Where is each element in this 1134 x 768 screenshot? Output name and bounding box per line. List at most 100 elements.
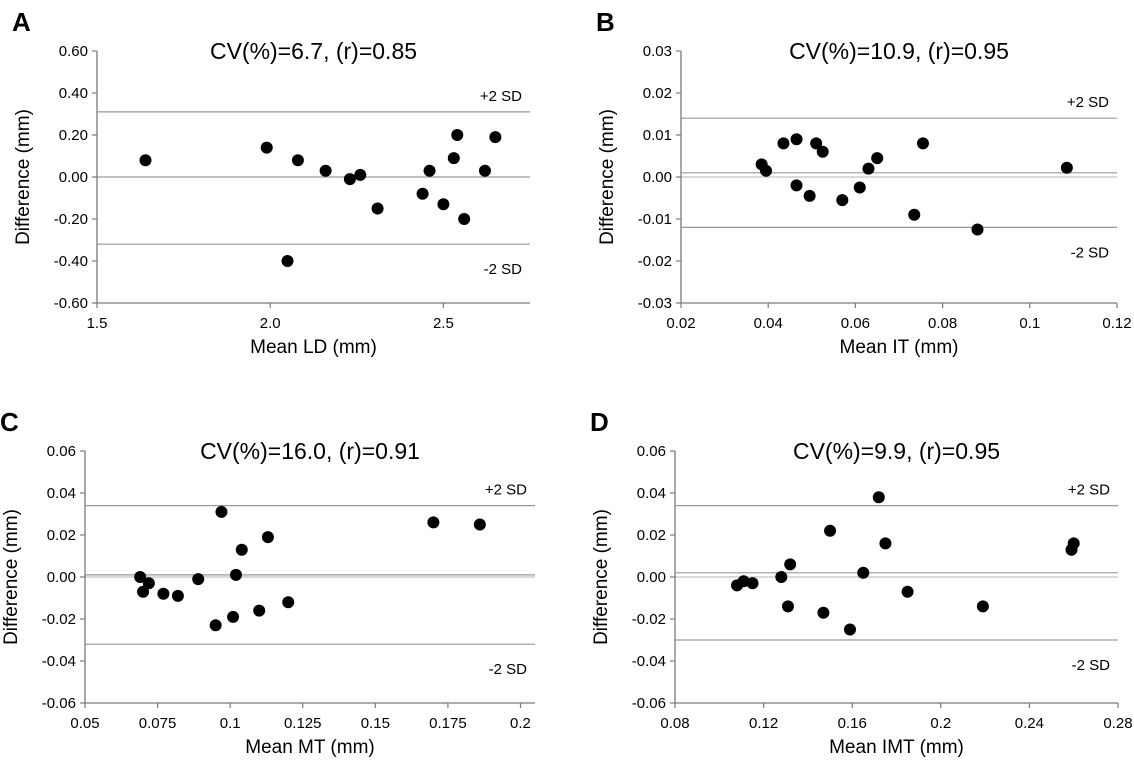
- y-tick-label: -0.01: [638, 211, 672, 228]
- data-point: [817, 606, 830, 619]
- x-tick-label: 0.05: [70, 715, 99, 732]
- data-point: [760, 164, 773, 177]
- x-tick-label: 0.24: [1015, 715, 1044, 732]
- lower-sd-label: -2 SD: [489, 661, 528, 678]
- data-point: [784, 558, 797, 571]
- data-point: [447, 152, 460, 165]
- data-point: [478, 164, 491, 177]
- x-tick-label: 0.2: [930, 715, 951, 732]
- data-point: [437, 198, 450, 211]
- y-tick-label: -0.02: [632, 611, 666, 628]
- x-tick-label: 0.15: [361, 715, 390, 732]
- y-tick-label: -0.02: [638, 253, 672, 270]
- y-tick-label: -0.06: [632, 695, 666, 712]
- data-point: [215, 505, 228, 518]
- data-point: [816, 145, 829, 158]
- x-tick-label: 0.28: [1103, 715, 1132, 732]
- data-point: [134, 571, 147, 583]
- y-tick-label: -0.04: [42, 653, 76, 670]
- chart-title: CV(%)=10.9, (r)=0.95: [789, 38, 1009, 64]
- data-point: [879, 537, 892, 550]
- panel-c: C CV(%)=16.0, (r)=0.91 +2 SD -2 SD -0.06 -0.0…: [0, 407, 535, 758]
- y-axis-label: Difference (mm): [13, 109, 34, 245]
- panel-label: C: [0, 407, 19, 437]
- data-point: [971, 223, 984, 236]
- y-axis-label: Difference (mm): [591, 509, 612, 645]
- data-point: [139, 154, 152, 167]
- data-point: [371, 202, 384, 215]
- y-tick-label: -0.06: [42, 695, 76, 712]
- data-point: [319, 164, 332, 177]
- data-point: [229, 568, 242, 581]
- data-point: [142, 577, 155, 590]
- x-axis-label: Mean IT (mm): [840, 337, 959, 358]
- x-tick-label: 2.5: [433, 315, 454, 332]
- data-point: [916, 137, 929, 150]
- x-axis-label: Mean LD (mm): [250, 337, 377, 358]
- panel-label: B: [596, 7, 615, 37]
- y-tick-label: 0.03: [643, 43, 672, 60]
- y-tick-label: 0.04: [637, 485, 666, 502]
- x-tick-label: 0.12: [749, 715, 778, 732]
- y-tick-label: -0.60: [54, 295, 88, 312]
- data-point: [354, 168, 367, 181]
- x-tick-label: 0.12: [1102, 315, 1131, 332]
- data-point: [137, 585, 150, 598]
- y-tick-label: -0.20: [54, 211, 88, 228]
- y-tick-label: 0.60: [59, 43, 88, 60]
- x-tick-label: 2.0: [260, 315, 281, 332]
- data-point: [416, 187, 429, 200]
- data-point: [458, 213, 471, 225]
- x-tick-label: 0.08: [660, 715, 689, 732]
- y-tick-label: 0.06: [637, 443, 666, 460]
- y-tick-label: 0.00: [637, 569, 666, 586]
- data-point: [824, 524, 837, 537]
- data-point: [253, 604, 266, 617]
- panel-d: D CV(%)=9.9, (r)=0.95 +2 SD -2 SD -0.06 -0.04…: [590, 407, 1133, 758]
- data-point: [853, 181, 866, 194]
- data-point: [489, 131, 502, 144]
- panel-b: B CV(%)=10.9, (r)=0.95 +2 SD -2 SD -0.03 -0.0…: [596, 7, 1132, 358]
- data-point: [872, 491, 885, 504]
- chart-title: CV(%)=9.9, (r)=0.95: [793, 438, 1000, 464]
- y-tick-label: -0.03: [638, 295, 672, 312]
- data-point: [790, 133, 803, 146]
- data-point: [781, 600, 794, 613]
- data-point: [803, 189, 816, 202]
- y-tick-label: 0.06: [47, 443, 76, 460]
- data-point: [1060, 161, 1073, 174]
- data-point: [777, 137, 790, 150]
- y-tick-label: 0.40: [59, 85, 88, 102]
- data-point: [227, 610, 240, 623]
- data-point: [157, 587, 170, 600]
- data-point: [836, 194, 849, 207]
- x-tick-label: 1.5: [87, 315, 108, 332]
- data-point: [281, 255, 294, 267]
- y-tick-label: -0.02: [42, 611, 76, 628]
- data-point: [260, 141, 273, 154]
- data-point: [790, 179, 803, 192]
- x-tick-label: 0.2: [510, 715, 531, 732]
- data-point: [423, 164, 436, 177]
- y-tick-label: 0.20: [59, 127, 88, 144]
- data-point: [261, 531, 274, 544]
- y-axis-label: Difference (mm): [597, 109, 618, 245]
- panel-label: A: [12, 7, 31, 37]
- y-tick-label: 0.02: [643, 85, 672, 102]
- data-point: [451, 129, 464, 141]
- y-tick-label: 0.02: [637, 527, 666, 544]
- upper-sd-label: +2 SD: [485, 482, 527, 499]
- panel-label: D: [590, 407, 609, 437]
- data-point: [810, 137, 823, 150]
- upper-sd-label: +2 SD: [1068, 482, 1110, 499]
- x-tick-label: 0.1: [220, 715, 241, 732]
- data-point: [209, 619, 222, 632]
- data-point: [843, 623, 856, 636]
- x-axis-label: Mean MT (mm): [245, 737, 374, 758]
- x-tick-label: 0.075: [139, 715, 177, 732]
- data-point: [976, 600, 989, 613]
- y-tick-label: -0.40: [54, 253, 88, 270]
- data-point: [1067, 537, 1080, 550]
- x-tick-label: 0.02: [666, 315, 695, 332]
